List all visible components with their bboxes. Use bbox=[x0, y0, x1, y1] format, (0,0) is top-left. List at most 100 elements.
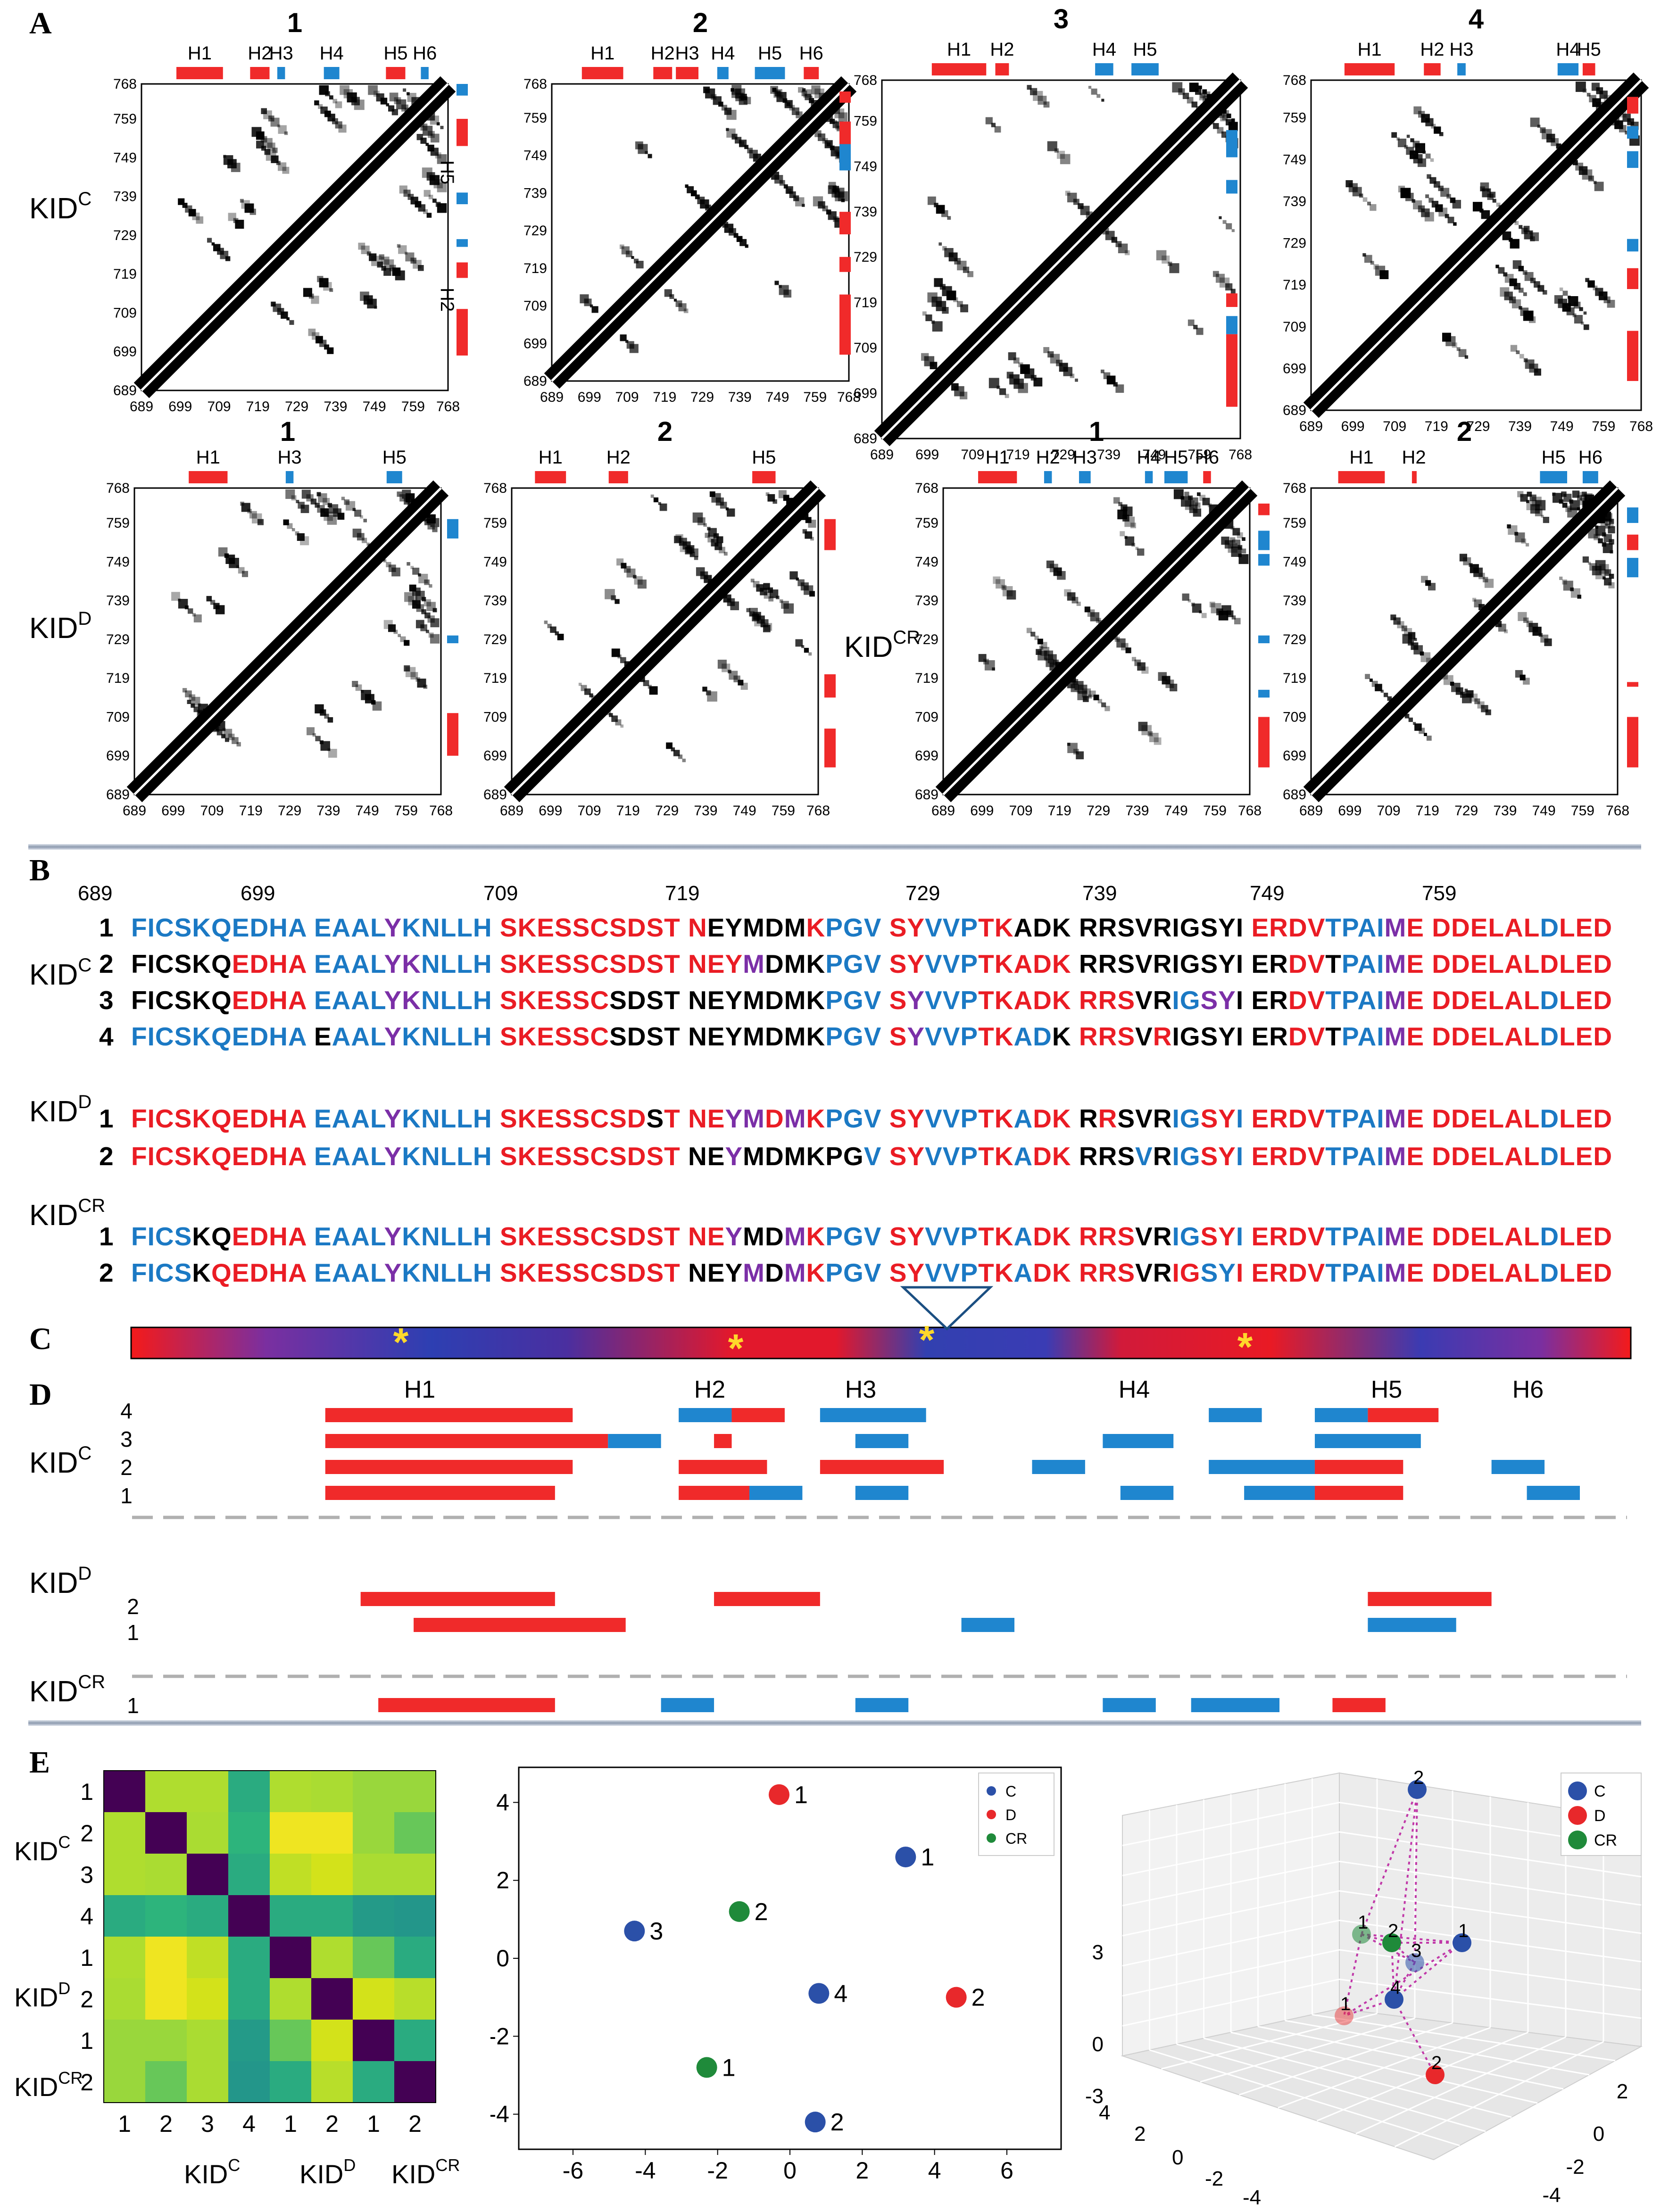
residue-segment: PG bbox=[825, 1142, 864, 1171]
residue-segment: DDELAL bbox=[1432, 1142, 1540, 1171]
residue-segment: SY bbox=[889, 1104, 925, 1133]
side-helix-bar bbox=[447, 713, 458, 756]
residue-segment: N bbox=[688, 913, 707, 942]
residue-segment: RRSVRIGSYI bbox=[1071, 913, 1252, 942]
residue-segment: LED bbox=[1559, 1222, 1613, 1251]
legend-marker bbox=[987, 1810, 996, 1819]
residue-segment: Y bbox=[725, 1222, 743, 1251]
residue-segment: E bbox=[1406, 1022, 1424, 1051]
residue-segment: PGV bbox=[825, 986, 882, 1015]
residue-segment bbox=[307, 986, 314, 1015]
residue-segment: K bbox=[806, 1104, 826, 1133]
residue-segment: M bbox=[784, 1258, 806, 1287]
residue-segment: T bbox=[1325, 1022, 1342, 1051]
x-tick: 739 bbox=[728, 389, 752, 405]
y-tick: 689 bbox=[113, 383, 137, 398]
row-label-kid-d: KIDD bbox=[29, 608, 92, 645]
y-tick: 759 bbox=[1283, 110, 1306, 126]
y-tick: 729 bbox=[1283, 632, 1306, 647]
residue-segment: R bbox=[1153, 1142, 1172, 1171]
residue-segment: DDELAL bbox=[1432, 1258, 1540, 1287]
helix-segment bbox=[749, 1486, 803, 1500]
x-tick: 729 bbox=[1454, 803, 1478, 819]
x-tick: 729 bbox=[690, 389, 714, 405]
residue-segment: KN bbox=[402, 1142, 440, 1171]
residue-segment: RDV bbox=[1269, 1104, 1326, 1133]
side-helix-bar bbox=[1258, 503, 1270, 515]
residue-segment: A bbox=[1013, 1258, 1033, 1287]
residue-segment bbox=[881, 913, 889, 942]
x-tick: 709 bbox=[200, 803, 224, 819]
helix-bar bbox=[285, 471, 294, 483]
residue-segment: FICSKQEDHA bbox=[131, 913, 307, 942]
x-tick: 759 bbox=[772, 803, 795, 819]
residue-segment bbox=[681, 986, 688, 1015]
residue-segment: D bbox=[1540, 986, 1560, 1015]
residue-segment: VR bbox=[1135, 986, 1172, 1015]
residue-segment: D bbox=[1540, 913, 1560, 942]
sequence-position-729: 729 bbox=[905, 882, 940, 905]
helix-label: H2 bbox=[1036, 447, 1060, 468]
map-diagonal-highlight bbox=[141, 83, 449, 391]
triangle-pointer bbox=[900, 1286, 994, 1331]
x-tick: 749 bbox=[1142, 447, 1166, 463]
residue-segment: SY bbox=[1200, 1104, 1236, 1133]
heatmap-cell bbox=[187, 1895, 228, 1937]
sequence-row-d2: FICSKQEDHA EAALYKNLLH SKESSCSDST NEYMDMK… bbox=[131, 1141, 1612, 1171]
residue-segment: SDST bbox=[609, 986, 681, 1015]
x-tick: 689 bbox=[540, 389, 564, 405]
separator-a-b bbox=[28, 844, 1641, 850]
residue-segment: IG bbox=[1172, 1142, 1201, 1171]
helix-label: H5 bbox=[382, 447, 407, 468]
residue-segment bbox=[681, 949, 688, 978]
residue-segment: SY bbox=[1200, 986, 1236, 1015]
y-tick: 768 bbox=[483, 481, 507, 496]
helix-segment bbox=[1103, 1698, 1156, 1712]
residue-segment: E bbox=[1406, 1104, 1425, 1133]
residue-segment bbox=[881, 1222, 889, 1251]
side-helix-bar bbox=[1258, 530, 1270, 550]
sequence-position-759: 759 bbox=[1422, 882, 1457, 905]
residue-segment: E bbox=[1406, 949, 1424, 978]
residue-segment: E bbox=[1251, 913, 1270, 942]
y-tick: 739 bbox=[1283, 194, 1306, 209]
residue-segment: M bbox=[1384, 986, 1407, 1015]
residue-segment: RRS bbox=[1079, 986, 1136, 1015]
residue-segment: TK bbox=[978, 913, 1014, 942]
legend-marker bbox=[987, 1786, 996, 1796]
helix-bar bbox=[1131, 63, 1159, 75]
point3d-label: 1 bbox=[1340, 1994, 1351, 2014]
x-tick: 699 bbox=[578, 389, 601, 405]
residue-segment: Y bbox=[907, 986, 925, 1015]
scatter-x-tick: 6 bbox=[1000, 2157, 1013, 2184]
residue-segment: K bbox=[192, 1258, 212, 1287]
residue-segment: DK bbox=[1033, 1142, 1071, 1171]
heatmap-cell bbox=[145, 2061, 187, 2103]
y-tick: 739 bbox=[106, 593, 130, 609]
residue-segment: Y bbox=[384, 1104, 402, 1133]
scatter-legend: CD CR bbox=[978, 1773, 1055, 1856]
heatmap-cell bbox=[311, 1978, 353, 2020]
residue-segment: M bbox=[743, 1258, 765, 1287]
scatter-point-cr bbox=[696, 2057, 717, 2078]
helix-label: H2 bbox=[248, 43, 272, 64]
residue-segment: QEDHA bbox=[211, 1258, 307, 1287]
y-tick: 709 bbox=[1283, 709, 1306, 725]
residue-segment: E bbox=[1406, 1222, 1424, 1251]
x-tick: 759 bbox=[1203, 803, 1227, 819]
residue-segment: LED bbox=[1559, 1022, 1613, 1051]
heatmap-cell bbox=[270, 1937, 311, 1978]
helix-bar bbox=[250, 67, 270, 79]
helix-segment bbox=[661, 1698, 714, 1712]
residue-segment: SY bbox=[889, 913, 925, 942]
contact-map-cr2: 6896896996997097097197197297297397397497… bbox=[1283, 416, 1638, 819]
side-helix-bar bbox=[447, 635, 458, 644]
y-tick: 689 bbox=[915, 787, 938, 803]
residue-segment: I bbox=[1236, 1222, 1244, 1251]
residue-segment: SY bbox=[1200, 1258, 1236, 1287]
y-tick: 729 bbox=[106, 632, 130, 647]
z-tick: -3 bbox=[1085, 2085, 1104, 2108]
y-tick: 709 bbox=[483, 709, 507, 725]
